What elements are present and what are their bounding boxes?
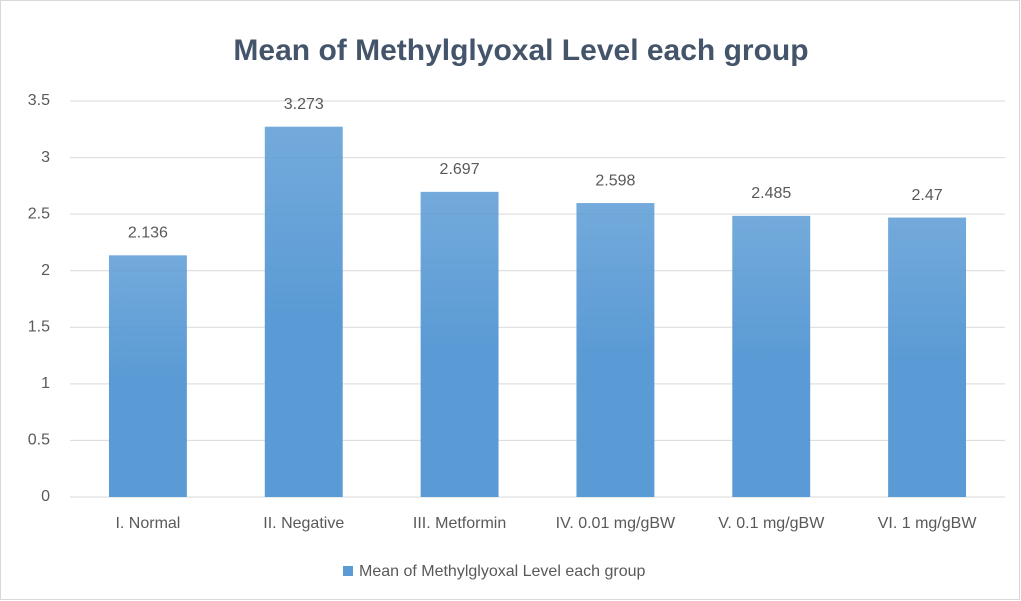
bar (108, 255, 187, 497)
bar (576, 203, 655, 497)
data-label: 3.273 (284, 96, 324, 113)
y-tick-label: 1 (41, 375, 50, 392)
x-tick-label: II. Negative (263, 515, 344, 532)
x-tick-label: I. Normal (115, 515, 180, 532)
y-tick-label: 0.5 (28, 432, 50, 449)
legend-label: Mean of Methylglyoxal Level each group (359, 563, 645, 580)
data-label: 2.697 (440, 161, 480, 178)
bar (888, 217, 967, 497)
bar (420, 191, 499, 498)
bar (732, 215, 811, 497)
x-tick-label: VI. 1 mg/gBW (878, 515, 978, 532)
y-tick-label: 0 (41, 488, 50, 505)
x-tick-label: III. Metformin (413, 515, 506, 532)
data-label: 2.485 (751, 185, 791, 202)
y-tick-label: 2 (41, 262, 50, 279)
y-tick-label: 2.5 (28, 205, 50, 222)
y-tick-label: 3 (41, 149, 50, 166)
x-tick-label: IV. 0.01 mg/gBW (556, 515, 676, 532)
data-label: 2.47 (912, 187, 943, 204)
y-tick-label: 3.5 (28, 92, 50, 109)
legend-swatch (343, 566, 353, 576)
x-tick-label: V. 0.1 mg/gBW (718, 515, 825, 532)
bar (264, 126, 343, 498)
data-label: 2.136 (128, 225, 168, 242)
y-tick-label: 1.5 (28, 319, 50, 336)
data-label: 2.598 (595, 172, 635, 189)
chart-title: Mean of Methylglyoxal Level each group (233, 34, 808, 67)
